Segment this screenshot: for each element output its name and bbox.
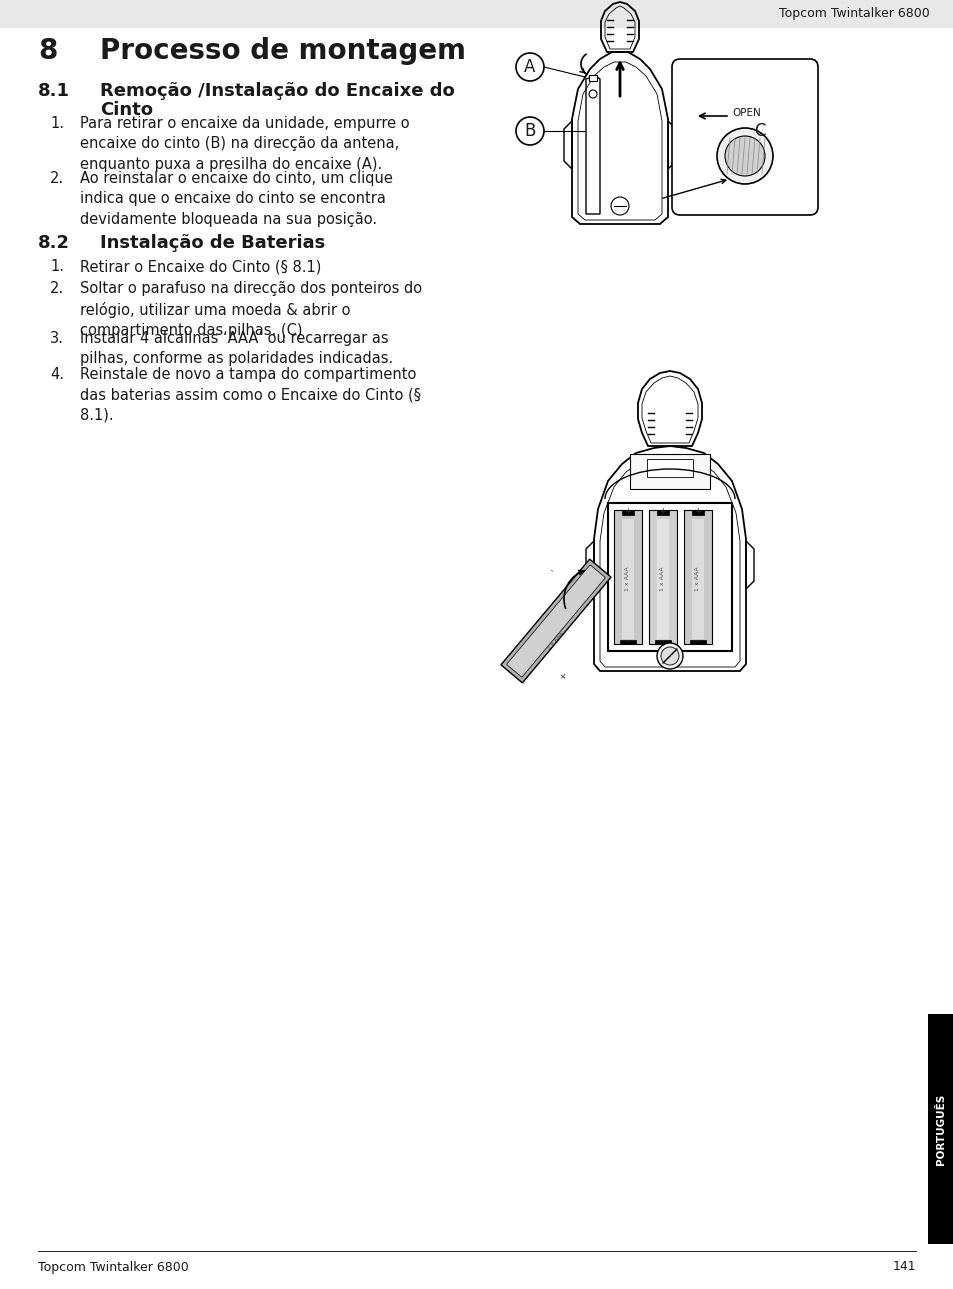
Bar [648,510,677,644]
Text: +: + [659,507,666,516]
Polygon shape [500,559,611,683]
Text: Instalação de Baterias: Instalação de Baterias [100,235,325,253]
Text: Para retirar o encaixe da unidade, empurre o
encaixe do cinto (B) na direcção da: Para retirar o encaixe da unidade, empur… [80,116,409,171]
Bar [607,503,731,651]
Circle shape [745,117,773,144]
Bar [629,454,709,489]
Text: 1 x AAA: 1 x AAA [695,567,700,592]
Text: 141: 141 [891,1261,915,1274]
Bar [927,1014,953,1244]
Text: -: - [626,638,629,647]
Text: +: + [555,670,566,682]
Text: 1 x AAA: 1 x AAA [546,632,564,651]
Bar [614,510,641,644]
Text: Soltar o parafuso na direcção dos ponteiros do
relógio, utilizar uma moeda & abr: Soltar o parafuso na direcção dos pontei… [80,281,421,338]
Circle shape [516,53,543,81]
Text: 1 x AAA: 1 x AAA [659,567,665,592]
Polygon shape [506,565,605,677]
Text: 8.1: 8.1 [38,82,70,101]
Text: Topcom Twintalker 6800: Topcom Twintalker 6800 [779,8,929,21]
Bar [0,0,953,28]
FancyBboxPatch shape [671,59,817,215]
Bar [646,459,692,477]
Text: 1.: 1. [50,116,64,131]
Circle shape [516,117,543,144]
Text: Cinto: Cinto [100,101,152,119]
Circle shape [660,647,679,665]
Text: +: + [624,507,631,516]
Circle shape [724,137,764,177]
Text: 2.: 2. [50,171,64,186]
Bar [655,641,670,644]
Text: OPEN: OPEN [731,108,760,119]
Text: A: A [524,58,536,76]
Text: Remoção /Instalação do Encaixe do: Remoção /Instalação do Encaixe do [100,82,455,101]
Text: 4.: 4. [50,367,64,382]
Text: Topcom Twintalker 6800: Topcom Twintalker 6800 [38,1261,189,1274]
Bar [621,519,634,639]
Text: -: - [546,567,555,575]
Text: 8.2: 8.2 [38,235,70,253]
Text: 2.: 2. [50,281,64,296]
Text: Processo de montagem: Processo de montagem [100,37,465,64]
Text: Retirar o Encaixe do Cinto (§ 8.1): Retirar o Encaixe do Cinto (§ 8.1) [80,259,321,275]
Text: B: B [524,122,536,141]
Text: Ao reinstalar o encaixe do cinto, um clique
indica que o encaixe do cinto se enc: Ao reinstalar o encaixe do cinto, um cli… [80,171,393,227]
Text: +: + [694,507,700,516]
Text: -: - [660,638,664,647]
Bar [691,519,703,639]
Text: PORTUGUÊS: PORTUGUÊS [935,1093,945,1165]
Bar [619,641,636,644]
Text: -: - [696,638,699,647]
Bar [691,510,703,516]
Circle shape [657,643,682,669]
Bar [621,510,634,516]
Bar [689,641,705,644]
Text: 3.: 3. [50,331,64,345]
Text: 1.: 1. [50,259,64,275]
Text: Instalar 4 alcalinas ‘AAA’ ou recarregar as
pilhas, conforme as polaridades indi: Instalar 4 alcalinas ‘AAA’ ou recarregar… [80,331,393,366]
Bar [657,510,668,516]
Text: C: C [754,122,765,141]
Text: 8: 8 [38,37,57,64]
Bar [657,519,668,639]
Circle shape [717,128,772,184]
Bar [683,510,711,644]
Text: Reinstale de novo a tampa do compartimento
das baterias assim como o Encaixe do : Reinstale de novo a tampa do compartimen… [80,367,420,423]
Bar [588,75,597,81]
Text: 1 x AAA: 1 x AAA [625,567,630,592]
